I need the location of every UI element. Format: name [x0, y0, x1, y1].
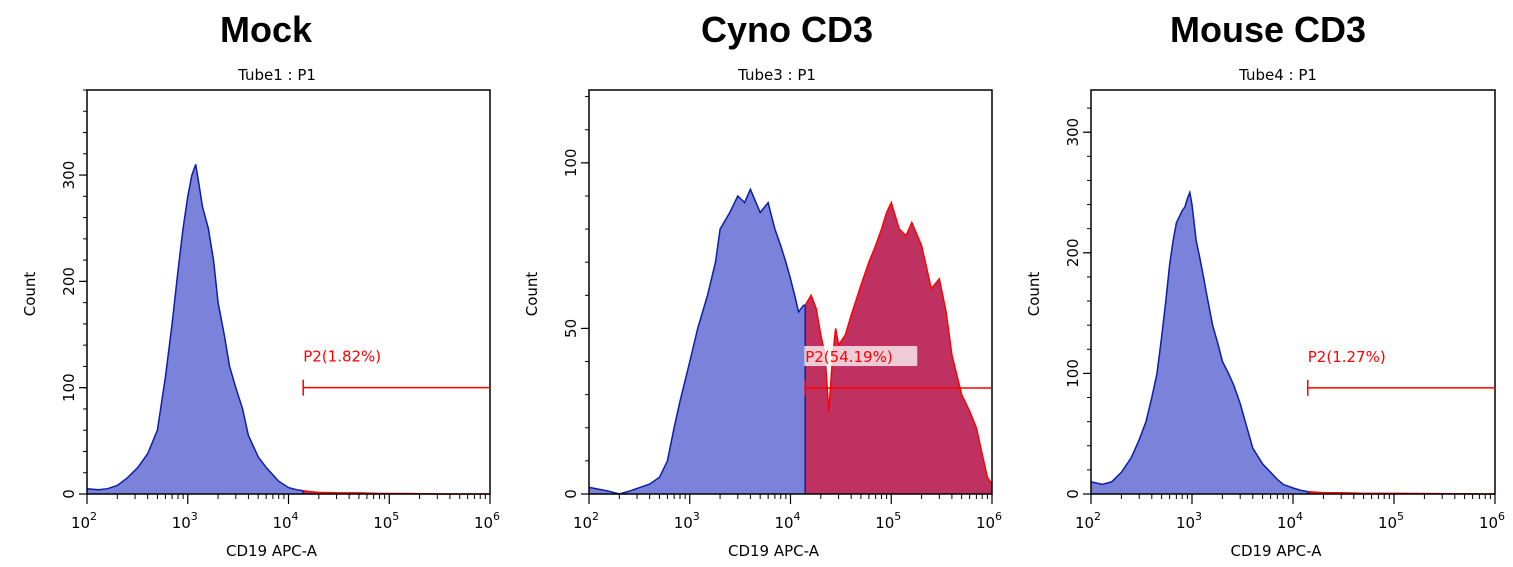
x-tick-label: 104 [272, 510, 298, 532]
chart-title: Mock [220, 9, 313, 50]
x-tick-label: 105 [1378, 510, 1404, 532]
gate-label: P2(1.82%) [303, 348, 381, 366]
x-tick-label: 102 [71, 510, 97, 532]
x-tick-label: 106 [1479, 510, 1505, 532]
y-tick-label: 300 [1064, 118, 1082, 147]
histogram-area-negative [1091, 192, 1308, 494]
x-tick-label: 102 [1075, 510, 1101, 532]
y-axis-label: Count [523, 272, 541, 317]
y-tick-label: 0 [1064, 489, 1082, 499]
panel-mouse-cd3: Mouse CD3 Tube4 : P1 P2(1.27%) 0 100 200 300 10… [1025, 9, 1505, 560]
x-tick-label: 102 [573, 510, 599, 532]
y-tick-label: 100 [60, 373, 78, 402]
chart-subtitle: Tube3 : P1 [737, 66, 816, 84]
x-axis-label: CD19 APC-A [728, 542, 820, 560]
x-tick-label: 106 [474, 510, 500, 532]
x-tick-label: 103 [1176, 510, 1202, 532]
plot-frame [86, 89, 491, 495]
x-tick-label: 106 [976, 510, 1002, 532]
chart-title: Cyno CD3 [701, 9, 873, 50]
x-tick-label: 103 [674, 510, 700, 532]
y-tick-label: 100 [1064, 359, 1082, 388]
histogram-area-negative [589, 189, 806, 495]
histogram-area-negative [87, 164, 304, 494]
x-tick-label: 103 [172, 510, 198, 532]
x-axis-label: CD19 APC-A [1230, 542, 1322, 560]
gate-label: P2(1.27%) [1308, 348, 1386, 366]
histogram-outline-positive [804, 200, 993, 485]
x-axis-label: CD19 APC-A [226, 542, 318, 560]
histogram-outline-negative [1090, 189, 1308, 493]
gate-label-background [804, 346, 918, 367]
histogram-outline-negative [588, 187, 806, 495]
y-axis-label: Count [1025, 272, 1043, 317]
panel-mock: Mock Tube1 : P1 P2(1.82%) 0 100 200 300 102 103 1… [21, 9, 500, 560]
x-tick-label: 105 [875, 510, 901, 532]
y-tick-label: 100 [562, 149, 580, 178]
y-tick-label: 0 [562, 489, 580, 499]
y-tick-label: 0 [60, 489, 78, 499]
histogram-outline-negative [86, 164, 304, 492]
chart-subtitle: Tube1 : P1 [237, 66, 316, 84]
y-tick-label: 300 [60, 161, 78, 190]
x-tick-label: 104 [1277, 510, 1303, 532]
gate-label: P2(54.19%) [805, 348, 893, 366]
y-tick-label: 200 [1064, 238, 1082, 267]
y-axis-label: Count [21, 272, 39, 317]
y-tick-label: 200 [60, 267, 78, 296]
x-tick-label: 104 [774, 510, 800, 532]
chart-title: Mouse CD3 [1170, 9, 1366, 50]
x-tick-label: 105 [373, 510, 399, 532]
panel-cyno-cd3: Cyno CD3 Tube3 : P1 P2(54.19%) 0 50 100 102 103… [523, 9, 1002, 560]
chart-subtitle: Tube4 : P1 [1238, 66, 1317, 84]
y-tick-label: 50 [562, 319, 580, 338]
